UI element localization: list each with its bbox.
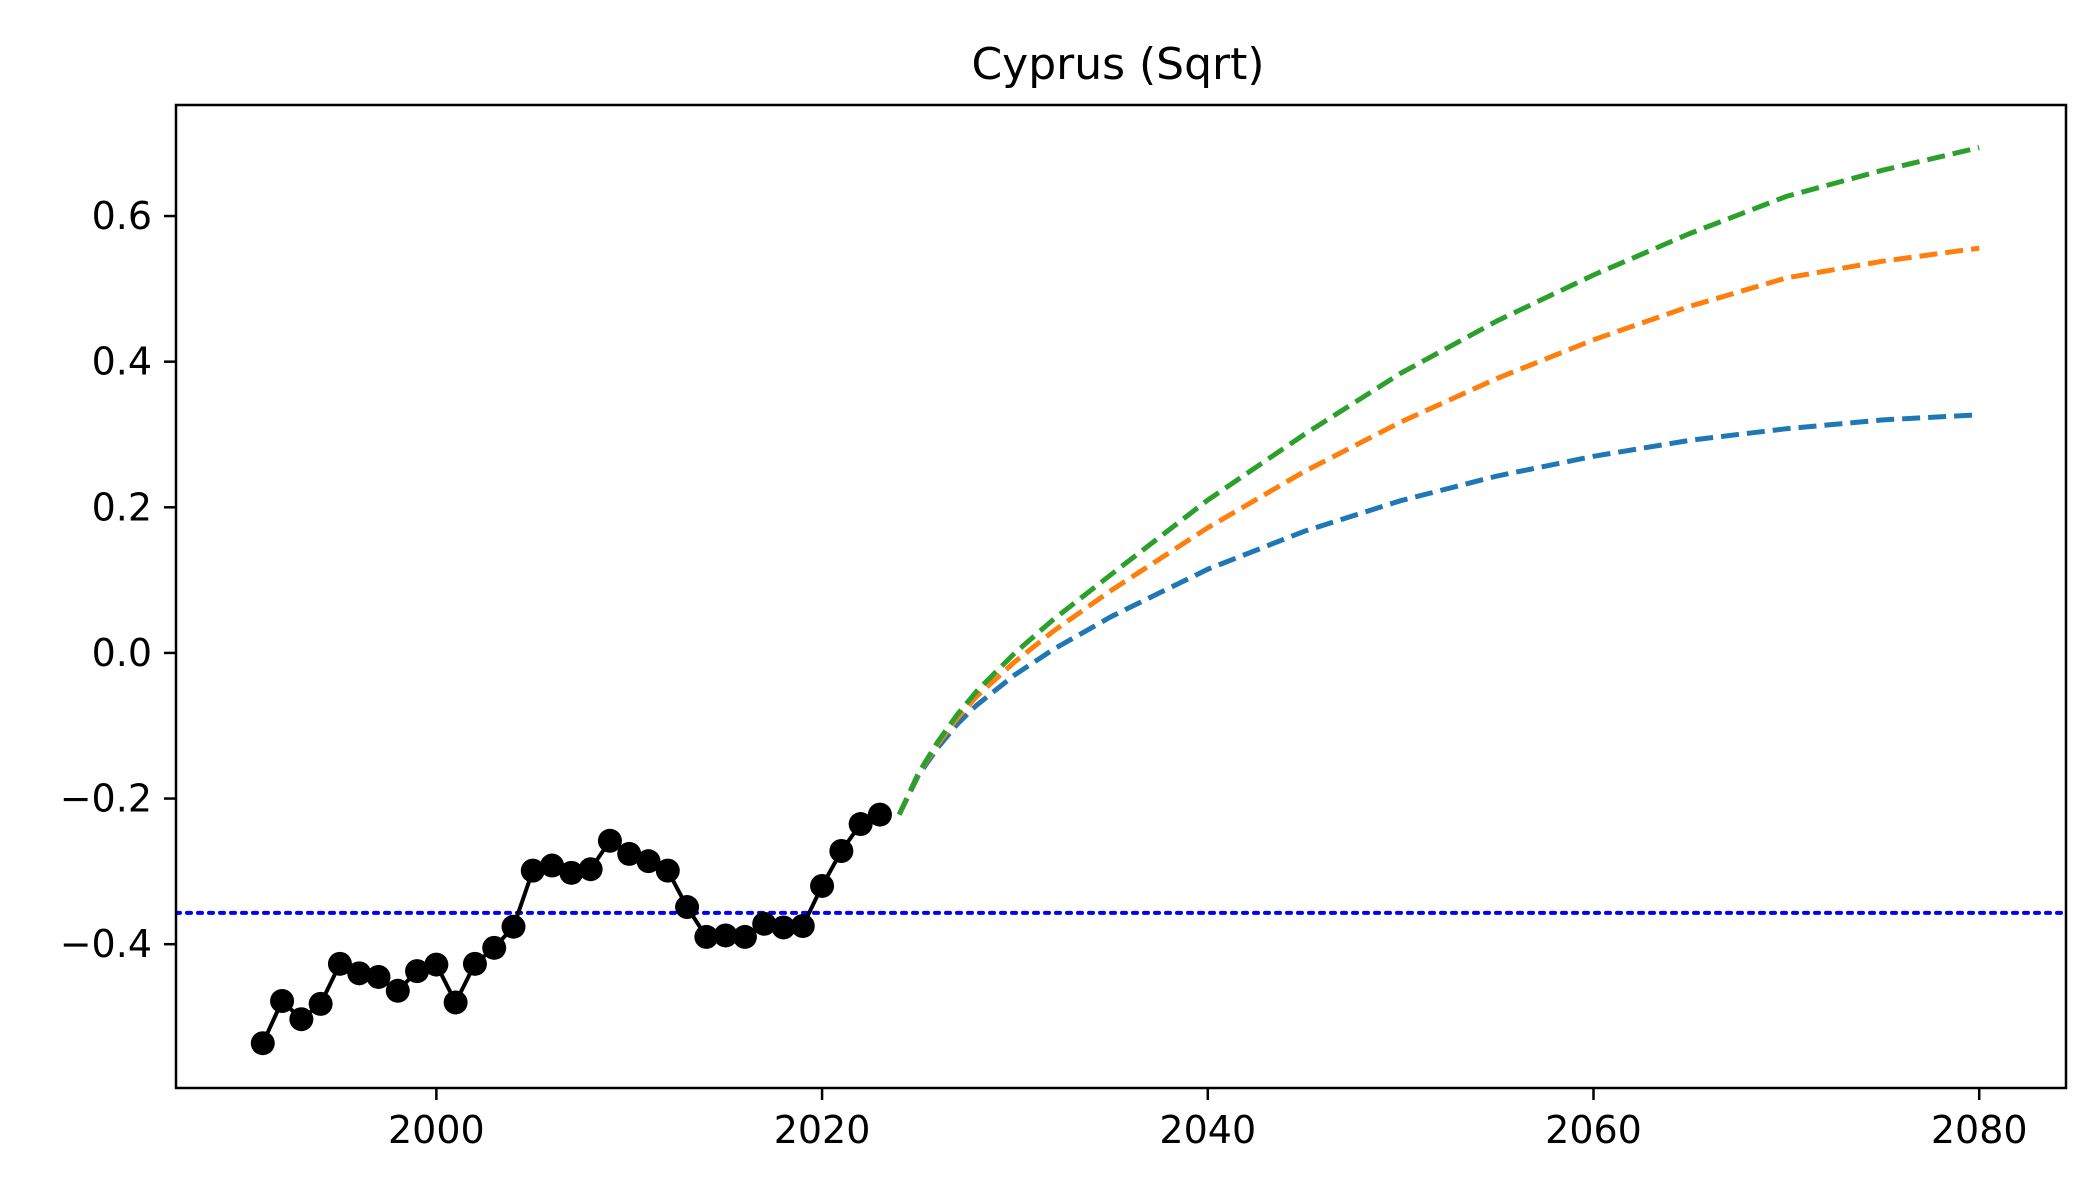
historical-point [752, 911, 777, 936]
axes-frame [174, 103, 2068, 1090]
historical-series-layer [250, 802, 892, 1056]
historical-point [327, 951, 352, 976]
historical-point [385, 978, 410, 1003]
historical-point [424, 952, 449, 977]
historical-point [829, 838, 854, 863]
historical-point [655, 858, 680, 883]
historical-point [289, 1007, 314, 1032]
historical-point [462, 951, 487, 976]
projection-line-1 [896, 412, 1980, 816]
historical-point [790, 913, 815, 938]
historical-point [848, 812, 873, 837]
x-tick-label: 2020 [774, 1108, 871, 1152]
y-tick-label: 0.0 [92, 631, 152, 675]
y-tick-label: 0.2 [92, 485, 152, 529]
historical-point [540, 853, 565, 878]
y-tick-label: −0.4 [60, 922, 152, 966]
historical-point [270, 988, 295, 1013]
x-tick-label: 2060 [1545, 1108, 1642, 1152]
historical-point [405, 959, 430, 984]
chart-title: Cyprus (Sqrt) [971, 39, 1264, 90]
historical-point [501, 914, 526, 939]
axes-layer: 2000 2020 2040 2060 2080 −0.4 −0.2 0.0 0.2 0.4 0.6 [60, 103, 2068, 1152]
historical-point [366, 964, 391, 989]
historical-point [578, 857, 603, 882]
historical-point [559, 860, 584, 885]
historical-point [597, 828, 622, 853]
x-tick-label: 2000 [388, 1108, 485, 1152]
historical-point [250, 1031, 275, 1056]
historical-point [732, 924, 757, 949]
historical-point [636, 849, 661, 874]
historical-point [771, 915, 796, 940]
y-tick-label: 0.6 [92, 194, 152, 238]
historical-point [308, 991, 333, 1016]
historical-point [867, 802, 892, 827]
historical-point [694, 924, 719, 949]
historical-point [617, 841, 642, 866]
historical-point [520, 858, 545, 883]
historical-point [482, 935, 507, 960]
historical-point [810, 873, 835, 898]
historical-point [713, 923, 738, 948]
projection-line-3 [896, 145, 1980, 816]
historical-point [347, 961, 372, 986]
y-tick-label: −0.2 [60, 777, 152, 821]
projection-series-layer [896, 145, 1980, 816]
historical-point [675, 895, 700, 920]
x-tick-label: 2080 [1931, 1108, 2028, 1152]
historical-point [443, 990, 468, 1015]
y-tick-label: 0.4 [92, 340, 152, 384]
projection-line-2 [896, 245, 1980, 816]
x-tick-label: 2040 [1159, 1108, 1256, 1152]
